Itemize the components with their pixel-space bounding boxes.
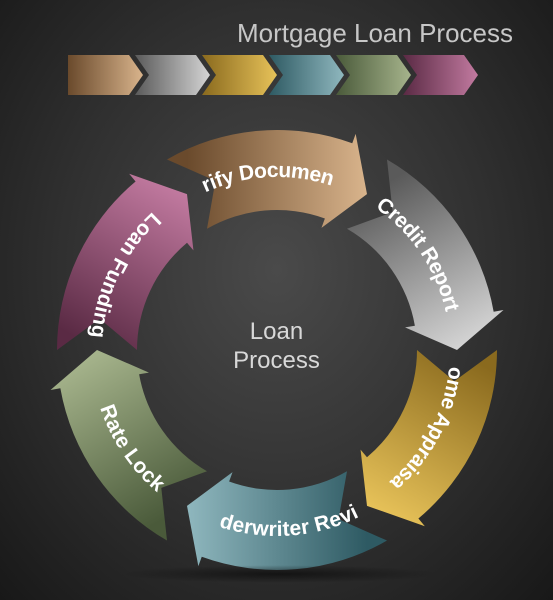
ribbon-home-appraisal xyxy=(202,55,277,95)
process-ribbon xyxy=(68,55,470,95)
center-label: Loan Process xyxy=(0,318,553,376)
page-title: Mortgage Loan Process xyxy=(237,18,513,49)
ribbon-verify-documents xyxy=(68,55,143,95)
center-label-line2: Process xyxy=(233,347,320,374)
drop-shadow xyxy=(120,565,440,583)
center-label-line1: Loan xyxy=(250,318,303,345)
ribbon-credit-report xyxy=(135,55,210,95)
ribbon-rate-lock xyxy=(336,55,411,95)
ribbon-underwriter-review xyxy=(269,55,344,95)
ribbon-loan-funding xyxy=(403,55,478,95)
